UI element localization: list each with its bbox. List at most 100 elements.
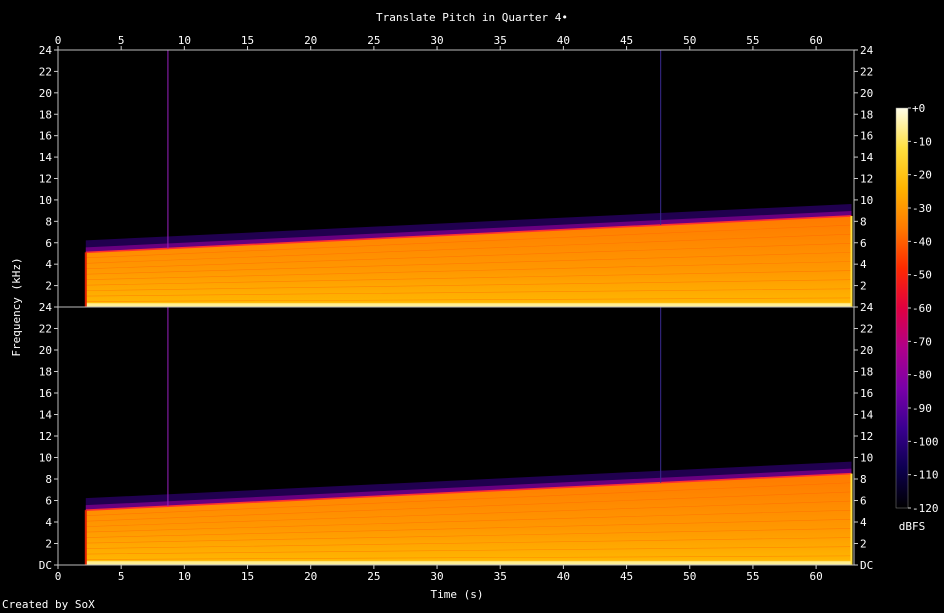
y-tick-label-left: 10: [39, 452, 52, 465]
y-tick-label-left: 6: [45, 237, 52, 250]
y-tick-label-left: 2: [45, 280, 52, 293]
y-tick-label-left: DC: [39, 559, 52, 572]
signal-body: [85, 215, 852, 307]
harmonic-line: [85, 509, 852, 533]
x-tick-label-bottom: 0: [55, 570, 62, 583]
y-tick-label-left: 18: [39, 108, 52, 121]
colorbar-gradient: [896, 108, 908, 508]
y-tick-label-right: 18: [860, 366, 873, 379]
colorbar-tick-label: -20: [912, 169, 932, 182]
x-tick-label-bottom: 55: [746, 570, 759, 583]
x-tick-label-top: 5: [118, 34, 125, 47]
y-tick-label-right: 24: [860, 301, 874, 314]
y-tick-label-left: 24: [39, 44, 53, 57]
x-tick-label-top: 55: [746, 34, 759, 47]
harmonic-line: [85, 519, 852, 538]
x-tick-label-top: 30: [430, 34, 443, 47]
x-tick-label-top: 15: [241, 34, 254, 47]
x-tick-label-bottom: 45: [620, 570, 633, 583]
colorbar-tick-label: -60: [912, 302, 932, 315]
harmonic-line: [85, 491, 852, 522]
y-tick-label-left: 4: [45, 516, 52, 529]
y-tick-label-right: 10: [860, 452, 873, 465]
y-tick-label-right: DC: [860, 559, 873, 572]
y-tick-label-left: 8: [45, 473, 52, 486]
y-tick-label-left: 20: [39, 344, 52, 357]
harmonic-line: [85, 252, 852, 275]
spectrogram-panels: [57, 49, 855, 566]
credit-text: Created by SoX: [2, 598, 95, 611]
x-tick-label-bottom: 35: [494, 570, 507, 583]
colorbar-tick-label: -120: [912, 502, 939, 515]
x-tick-label-top: 45: [620, 34, 633, 47]
x-axis-label: Time (s): [431, 588, 484, 601]
harmonic-line: [85, 297, 852, 302]
colorbar-tick-label: -10: [912, 135, 932, 148]
harmonic-line: [85, 224, 852, 259]
y-tick-label-left: 24: [39, 301, 53, 314]
x-tick-label-top: 50: [683, 34, 696, 47]
x-tick-label-bottom: 30: [430, 570, 443, 583]
harmonic-line: [85, 546, 852, 555]
y-axis-label: Frequency (kHz): [10, 257, 23, 356]
low-frequency-band: [85, 303, 852, 307]
harmonic-line: [85, 233, 852, 264]
x-tick-label-top: 25: [367, 34, 380, 47]
signal-halo-inner: [85, 210, 852, 253]
colorbar-label: dBFS: [899, 520, 926, 533]
colorbar-tick-label: -50: [912, 269, 932, 282]
harmonic-line: [85, 537, 852, 549]
x-tick-label-top: 20: [304, 34, 317, 47]
y-tick-label-right: 24: [860, 44, 874, 57]
y-tick-label-left: 2: [45, 538, 52, 551]
harmonic-line: [85, 261, 852, 280]
y-tick-label-left: 16: [39, 130, 52, 143]
spectrogram-channel-2: [57, 306, 855, 566]
y-tick-label-left: 16: [39, 387, 52, 400]
y-tick-label-left: 22: [39, 323, 52, 336]
colorbar-tick-label: -30: [912, 202, 932, 215]
y-tick-label-right: 12: [860, 430, 873, 443]
signal-top-edge: [85, 472, 852, 511]
harmonic-line: [85, 279, 852, 291]
y-tick-label-right: 16: [860, 130, 873, 143]
harmonic-line: [85, 528, 852, 544]
harmonic-line: [85, 288, 852, 297]
x-tick-label-bottom: 15: [241, 570, 254, 583]
x-tick-label-top: 60: [809, 34, 822, 47]
y-tick-label-right: 2: [860, 538, 867, 551]
colorbar-tick-label: -90: [912, 402, 932, 415]
signal-body: [85, 473, 852, 565]
y-tick-label-right: 8: [860, 473, 867, 486]
y-tick-label-left: 20: [39, 87, 52, 100]
colorbar-tick-label: -70: [912, 335, 932, 348]
y-tick-label-left: 8: [45, 215, 52, 228]
x-tick-label-bottom: 10: [178, 570, 191, 583]
x-tick-label-bottom: 25: [367, 570, 380, 583]
signal-top-edge: [85, 215, 852, 254]
harmonic-line: [85, 270, 852, 286]
y-tick-label-right: 12: [860, 173, 873, 186]
harmonic-line: [85, 242, 852, 270]
x-tick-label-top: 35: [494, 34, 507, 47]
y-tick-label-left: 10: [39, 194, 52, 207]
colorbar-tick-label: -80: [912, 369, 932, 382]
colorbar-tick-label: -40: [912, 235, 932, 248]
y-tick-label-right: 20: [860, 344, 873, 357]
harmonic-line: [85, 482, 852, 516]
y-tick-label-right: 4: [860, 516, 867, 529]
y-tick-label-right: 4: [860, 258, 867, 271]
y-tick-label-left: 6: [45, 495, 52, 508]
y-tick-label-left: 18: [39, 366, 52, 379]
signal-halo-inner: [85, 468, 852, 511]
y-tick-label-right: 14: [860, 151, 874, 164]
x-tick-label-bottom: 5: [118, 570, 125, 583]
y-tick-label-right: 10: [860, 194, 873, 207]
y-tick-label-right: 2: [860, 280, 867, 293]
x-tick-label-bottom: 50: [683, 570, 696, 583]
y-tick-label-right: 16: [860, 387, 873, 400]
y-tick-label-left: 12: [39, 173, 52, 186]
y-tick-label-right: 6: [860, 495, 867, 508]
